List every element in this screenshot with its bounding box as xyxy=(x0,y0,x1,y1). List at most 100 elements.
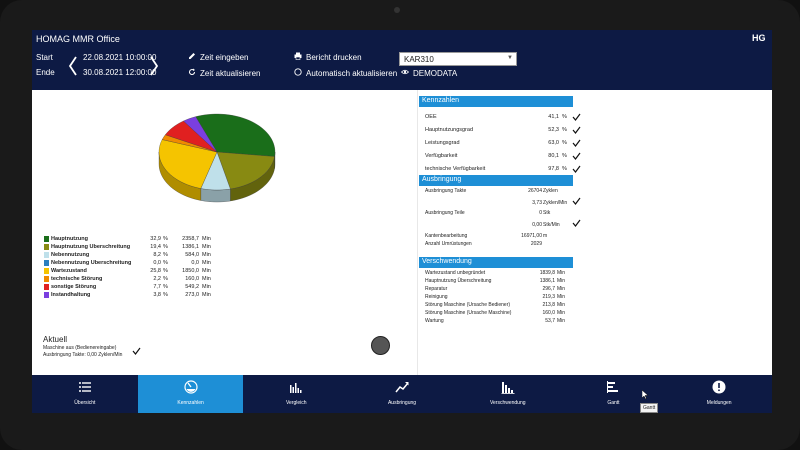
start-label: Start xyxy=(36,53,53,62)
kennzahl-value: 52,3 xyxy=(548,127,559,133)
machine-status-indicator xyxy=(371,336,390,355)
nav-tab-label: Gantt xyxy=(607,400,620,406)
nav-tab-verschwendung[interactable]: Verschwendung xyxy=(455,375,561,413)
ausbringung-takte-label: Ausbringung Takte xyxy=(425,188,467,194)
legend-swatch xyxy=(44,292,49,298)
ausbringung-takte-rate: 3,73 xyxy=(532,200,542,206)
legend-unit: Min xyxy=(202,244,211,250)
legend-percent-unit: % xyxy=(163,236,168,242)
nav-tab-ausbringung[interactable]: Ausbringung xyxy=(349,375,455,413)
verschwendung-row: Störung Maschine (Ursache Maschine) 160,0… xyxy=(425,310,575,318)
verschwendung-name: Wartung xyxy=(425,318,444,324)
verschwendung-row: Wartung 53,7 Min xyxy=(425,318,575,326)
legend-percent-unit: % xyxy=(163,268,168,274)
legend-name: Hauptnutzung xyxy=(51,236,88,242)
legend-swatch xyxy=(44,244,49,250)
legend-percent-unit: % xyxy=(163,244,168,250)
legend-percent: 25,8 xyxy=(150,268,161,274)
pie-slice-side xyxy=(200,188,231,203)
header-bar: HOMAG MMR Office HG Start Ende 22.08.202… xyxy=(32,30,772,90)
legend-name: Nebennutzung Überschreitung xyxy=(51,260,132,266)
aktuell-panel: Aktuell Maschine aus (Bedienereingabe) A… xyxy=(43,335,122,358)
app-screen: HOMAG MMR Office HG Start Ende 22.08.202… xyxy=(32,30,772,413)
check-icon xyxy=(572,139,581,147)
pie-legend: Hauptnutzung 32,9% 2358,7 Min Hauptnutzung Ü… xyxy=(44,235,214,299)
kantenbearbeitung-label: Kantenbearbeitung xyxy=(425,233,468,239)
check-icon xyxy=(572,113,581,121)
ausbringung-teile-value: 0 xyxy=(539,210,542,216)
gauge-icon xyxy=(183,380,198,394)
chevron-left-icon[interactable] xyxy=(68,55,78,77)
legend-row: technische Störung 2,2% 160,0 Min xyxy=(44,275,214,283)
legend-percent-unit: % xyxy=(163,284,168,290)
kennzahl-unit: % xyxy=(562,140,567,146)
alert-icon xyxy=(712,380,726,394)
refresh-icon xyxy=(188,68,196,78)
verschwendung-value: 1386,1 xyxy=(539,278,555,284)
legend-row: Instandhaltung 3,8% 273,0 Min xyxy=(44,291,214,299)
check-icon xyxy=(132,347,141,355)
demodata-label: DEMODATA xyxy=(413,68,458,78)
kennzahl-name: OEE xyxy=(425,114,437,120)
legend-percent: 32,9 xyxy=(150,236,161,242)
check-icon xyxy=(572,152,581,160)
legend-row: sonstige Störung 7,7% 549,2 Min xyxy=(44,283,214,291)
machine-select[interactable]: KAR310 ▼ xyxy=(399,52,517,66)
legend-value: 1850,0 xyxy=(182,268,199,274)
legend-unit: Min xyxy=(202,260,211,266)
legend-percent: 19,4 xyxy=(150,244,161,250)
zeit-eingeben-label: Zeit eingeben xyxy=(200,52,249,62)
legend-name: Hauptnutzung Überschreitung xyxy=(51,244,131,250)
legend-row: Nebennutzung Überschreitung 0,0% 0,0 Min xyxy=(44,259,214,267)
verschwendung-value: 219,3 xyxy=(542,294,555,300)
nav-tab-label: Ausbringung xyxy=(387,400,417,406)
pie-slice xyxy=(216,151,275,190)
pie-slice xyxy=(200,151,231,191)
verschwendung-name: Störung Maschine (Ursache Maschine) xyxy=(425,310,512,316)
legend-row: Wartezustand 25,8% 1850,0 Min xyxy=(44,267,214,275)
automatisch-aktualisieren-label: Automatisch aktualisieren xyxy=(306,68,398,78)
legend-value: 1386,1 xyxy=(182,244,199,250)
legend-swatch xyxy=(44,284,49,290)
verschwendung-value: 1839,8 xyxy=(539,270,555,276)
zeit-aktualisieren-button[interactable]: Zeit aktualisieren xyxy=(188,68,260,78)
pie-chart xyxy=(152,110,282,210)
app-title: HOMAG MMR Office xyxy=(36,34,120,44)
nav-tab-vergleich[interactable]: Vergleich xyxy=(243,375,349,413)
verschwendung-value: 53,7 xyxy=(545,318,555,324)
verschwendung-row: Reparatur 296,7 Min xyxy=(425,286,575,294)
check-icon xyxy=(572,197,581,205)
check-icon xyxy=(572,165,581,173)
verschwendung-unit: Min xyxy=(557,318,566,324)
legend-value: 160,0 xyxy=(185,276,199,282)
pie-slice xyxy=(183,116,218,153)
nav-tab-gantt[interactable]: Gantt xyxy=(561,375,667,413)
automatisch-aktualisieren-toggle[interactable]: Automatisch aktualisieren xyxy=(294,68,397,78)
check-icon xyxy=(572,126,581,134)
check-icon xyxy=(572,219,581,227)
nav-tab-meldungen[interactable]: Meldungen xyxy=(666,375,772,413)
kennzahl-row: Verfügbarkeit 80,1% xyxy=(425,150,585,162)
verschwendung-unit: Min xyxy=(557,310,566,316)
nav-tab-kennzahlen[interactable]: Kennzahlen xyxy=(137,375,244,413)
verschwendung-value: 296,7 xyxy=(542,286,555,292)
zeit-eingeben-button[interactable]: Zeit eingeben xyxy=(188,52,248,62)
pie-slice xyxy=(158,139,218,189)
ausbringung-header: Ausbringung xyxy=(419,175,573,186)
ausbringung-takte-value: 26704 xyxy=(528,188,542,194)
chevron-right-icon[interactable] xyxy=(149,55,159,77)
verschwendung-name: Reparatur xyxy=(425,286,448,292)
verschwendung-unit: Min xyxy=(557,270,566,276)
legend-swatch xyxy=(44,236,49,242)
chevron-down-icon: ▼ xyxy=(507,55,513,61)
verschwendung-name: Störung Maschine (Ursache Bediener) xyxy=(425,302,511,308)
zeit-aktualisieren-label: Zeit aktualisieren xyxy=(200,68,261,78)
bericht-drucken-button[interactable]: Bericht drucken xyxy=(294,52,362,62)
nav-tab--bersicht[interactable]: Übersicht xyxy=(32,375,138,413)
nav-tab-label: Vergleich xyxy=(286,400,307,406)
aktuell-status: Maschine aus (Bedienereingabe) xyxy=(43,345,117,351)
legend-value: 584,0 xyxy=(185,252,199,258)
legend-swatch xyxy=(44,252,49,258)
kennzahl-row: technische Verfügbarkeit 97,8% xyxy=(425,163,585,175)
verschwendung-unit: Min xyxy=(557,294,566,300)
